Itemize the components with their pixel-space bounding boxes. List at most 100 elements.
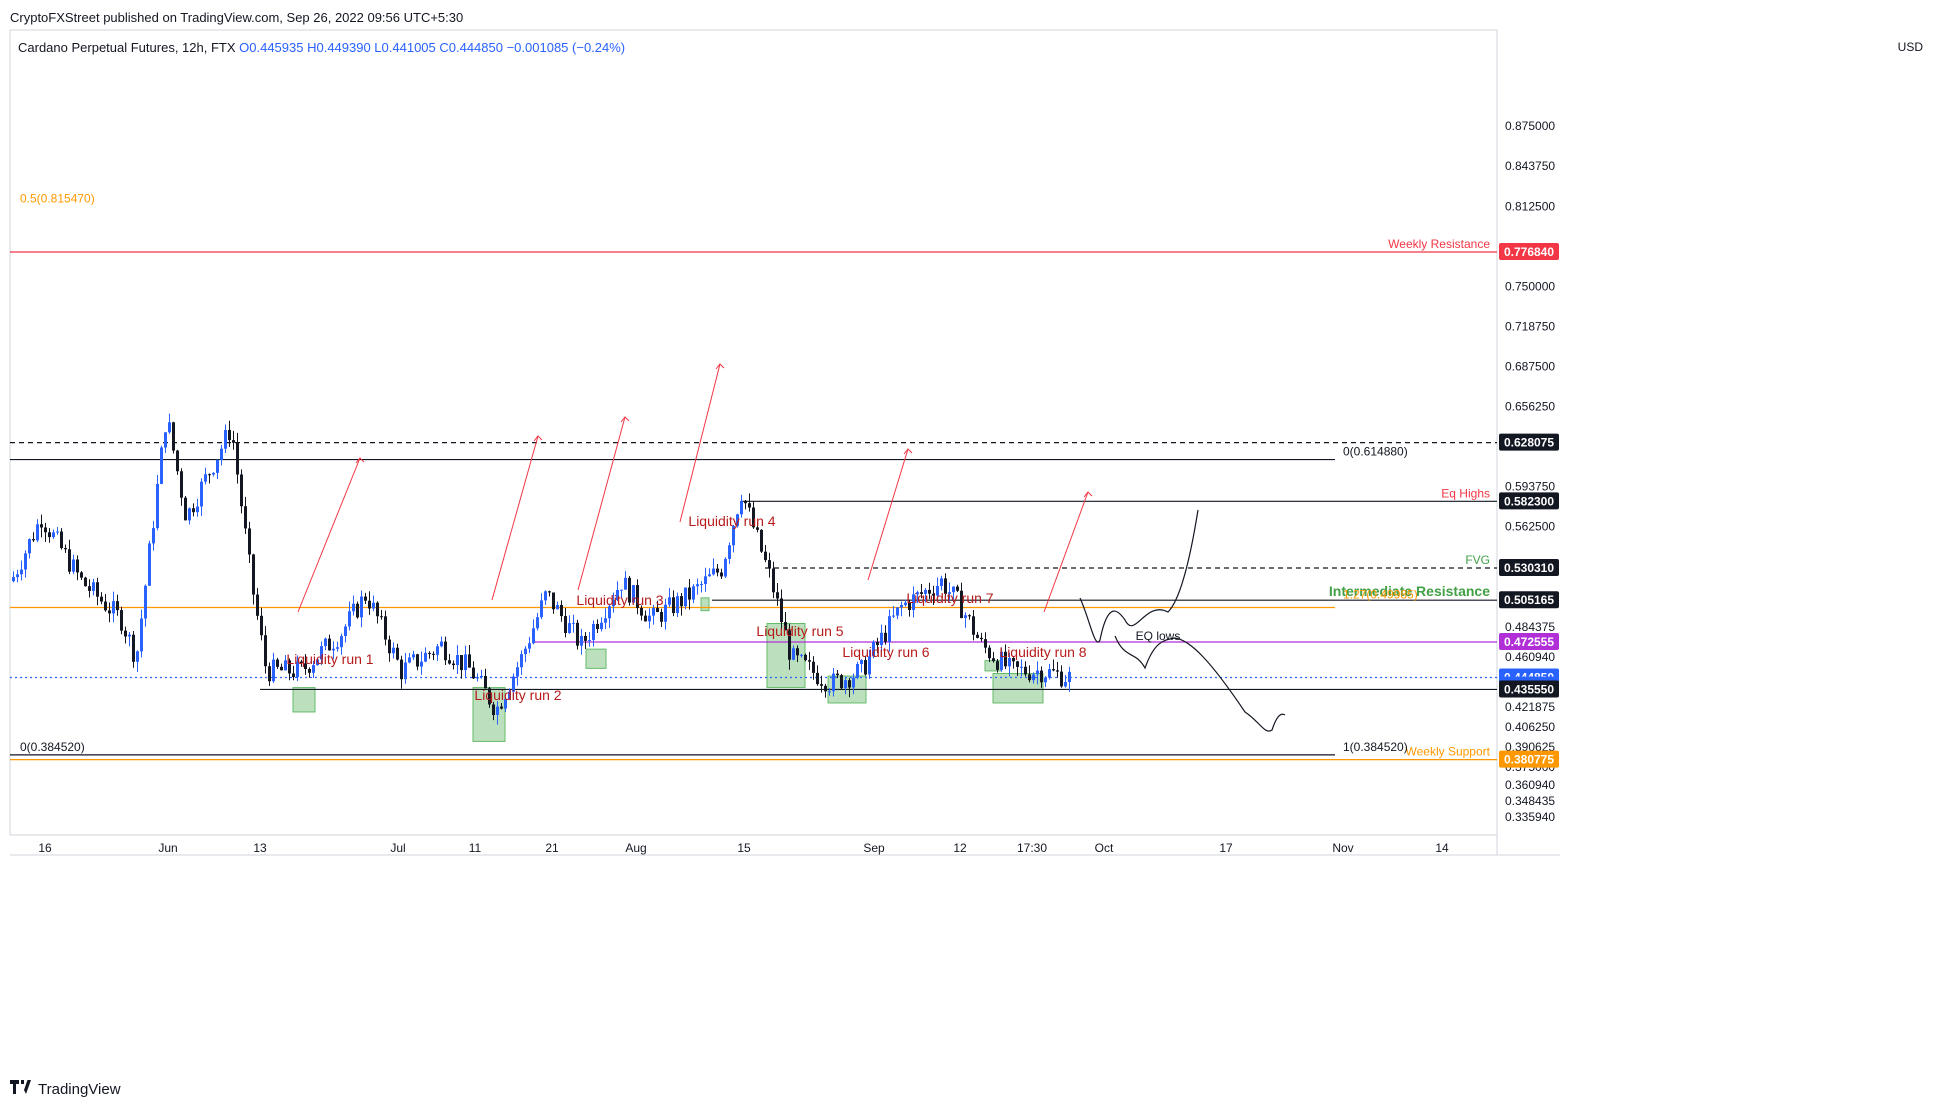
candle-body — [592, 623, 595, 641]
candle-body — [160, 447, 163, 484]
candle-body — [856, 664, 859, 678]
candle-body — [520, 654, 523, 668]
candle-body — [316, 659, 319, 666]
candle-body — [200, 481, 203, 507]
candle-body — [892, 615, 895, 617]
liquidity-arrow — [297, 457, 361, 613]
y-tick-label: 0.562500 — [1505, 520, 1555, 534]
candle-body — [208, 474, 211, 476]
candle-body — [236, 442, 239, 475]
candle-body — [688, 587, 691, 600]
fib-label: 1(0.384520) — [1343, 740, 1408, 754]
candle-body — [552, 592, 555, 610]
level-label: Weekly Support — [1406, 745, 1491, 759]
candle-body — [784, 622, 787, 631]
liquidity-arrow — [491, 435, 539, 601]
candle-body — [736, 514, 739, 526]
candle-body — [20, 569, 23, 575]
candle-body — [256, 594, 259, 616]
liquidity-zone — [472, 687, 506, 742]
candle-body — [384, 616, 387, 640]
candle-body — [420, 661, 423, 667]
candle-body — [524, 648, 527, 655]
annotation-label: EQ lows — [1136, 629, 1181, 643]
y-tick-label: 0.390625 — [1505, 740, 1555, 754]
candle-body — [464, 654, 467, 671]
candle-body — [848, 680, 851, 688]
candle-body — [1048, 669, 1051, 678]
candle-body — [872, 641, 875, 657]
candle-body — [936, 585, 939, 596]
candle-body — [140, 618, 143, 652]
candle-body — [932, 593, 935, 596]
candle-body — [668, 597, 671, 605]
candle-body — [860, 660, 863, 665]
candle-body — [500, 706, 503, 709]
candle-body — [124, 630, 127, 637]
candle-body — [364, 596, 367, 601]
candle-body — [308, 668, 311, 673]
candle-body — [880, 632, 883, 646]
candle-body — [528, 643, 531, 649]
candle-body — [408, 657, 411, 663]
candle-body — [340, 636, 343, 648]
candle-body — [832, 673, 835, 692]
candle-body — [724, 558, 727, 577]
candle-body — [296, 661, 299, 678]
candle-body — [704, 576, 707, 585]
candle-body — [772, 568, 775, 593]
candle-body — [756, 527, 759, 530]
candle-body — [636, 585, 639, 609]
candle-body — [780, 598, 783, 623]
candle-body — [1044, 677, 1047, 683]
candle-body — [328, 638, 331, 651]
candle-body — [672, 597, 675, 614]
candle-body — [816, 672, 819, 685]
candle-body — [600, 622, 603, 630]
liquidity-zone — [292, 687, 316, 713]
candle-body — [620, 589, 623, 591]
candle-body — [1008, 657, 1011, 667]
candle-body — [116, 601, 119, 611]
candle-body — [64, 548, 67, 550]
candle-body — [356, 603, 359, 618]
y-tick-label: 0.843750 — [1505, 159, 1555, 173]
candle-body — [276, 659, 279, 667]
candle-body — [1024, 666, 1027, 675]
candle-body — [972, 616, 975, 635]
publish-text: CryptoFXStreet published on TradingView.… — [10, 10, 464, 25]
liquidity-arrow — [679, 363, 721, 523]
candle-body — [712, 568, 715, 575]
candle-body — [968, 615, 971, 617]
candle-body — [176, 450, 179, 472]
x-tick-label: Aug — [625, 841, 646, 855]
candle-body — [596, 623, 599, 630]
candle-body — [652, 608, 655, 616]
candle-body — [748, 503, 751, 508]
candle-body — [24, 553, 27, 570]
candle-body — [272, 659, 275, 682]
candle-body — [204, 474, 207, 482]
candle-body — [732, 525, 735, 546]
candle-body — [952, 586, 955, 593]
y-tick-label: 0.593750 — [1505, 480, 1555, 494]
candle-body — [84, 577, 87, 587]
candle-body — [572, 622, 575, 624]
level-label: Intermediate Resistance — [1329, 583, 1490, 599]
candle-body — [924, 589, 927, 594]
candle-body — [948, 592, 951, 594]
candle-body — [100, 596, 103, 602]
candle-body — [1004, 651, 1007, 667]
ohlc-values: O0.445935 H0.449390 L0.441005 C0.444850 … — [239, 40, 626, 55]
price-tag — [1499, 591, 1559, 609]
candle-body — [916, 592, 919, 595]
candle-body — [264, 635, 267, 667]
candle-body — [804, 654, 807, 661]
price-tag-label: 0.628075 — [1504, 436, 1554, 450]
fib-label: 0(0.384520) — [20, 740, 85, 754]
projection-bearish — [1114, 635, 1286, 732]
candle-body — [376, 602, 379, 617]
candle-body — [68, 549, 71, 572]
x-tick-label: Oct — [1095, 841, 1114, 855]
